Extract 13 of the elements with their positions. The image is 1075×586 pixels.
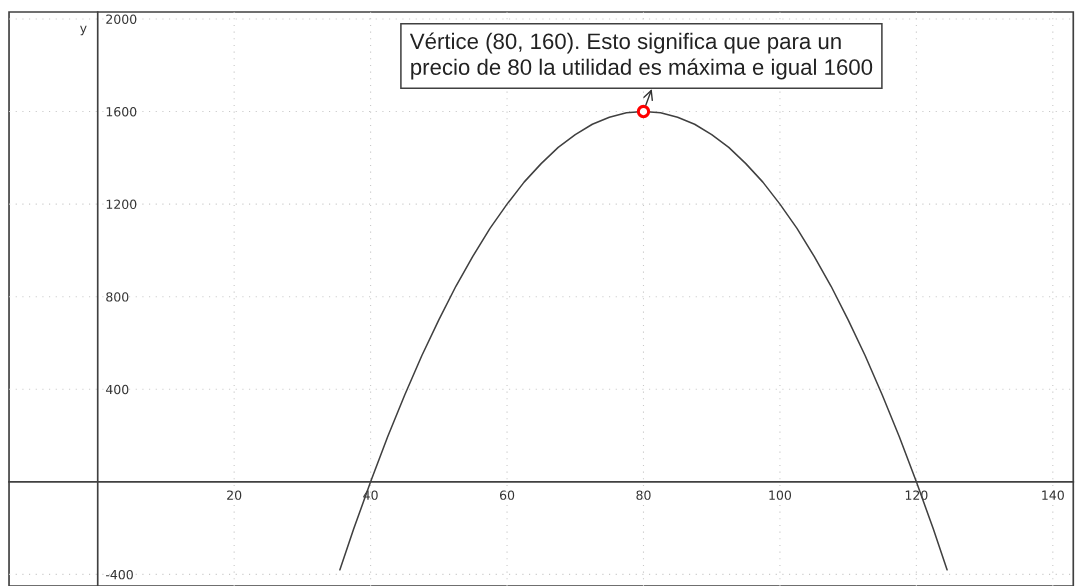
y-tick-label: -400 <box>105 569 133 580</box>
y-tick-label: 2000 <box>106 14 137 24</box>
y-axis-title: y <box>80 25 87 36</box>
y-tick-label: 800 <box>106 292 129 302</box>
y-tick-label: 1600 <box>106 107 137 117</box>
x-tick-label: 100 <box>769 490 792 500</box>
x-tick-label: 140 <box>1042 490 1064 500</box>
x-tick-label: 60 <box>499 490 515 500</box>
x-tick-label: 20 <box>227 490 242 500</box>
x-tick-label: 80 <box>636 490 651 500</box>
annotation: Vértice (80, 160). Esto significa que para un precio de 80 la utilidad es máxima e igual 1600 <box>409 32 873 80</box>
y-tick-label: 1200 <box>106 199 137 210</box>
y-tick-label: 400 <box>105 384 129 395</box>
